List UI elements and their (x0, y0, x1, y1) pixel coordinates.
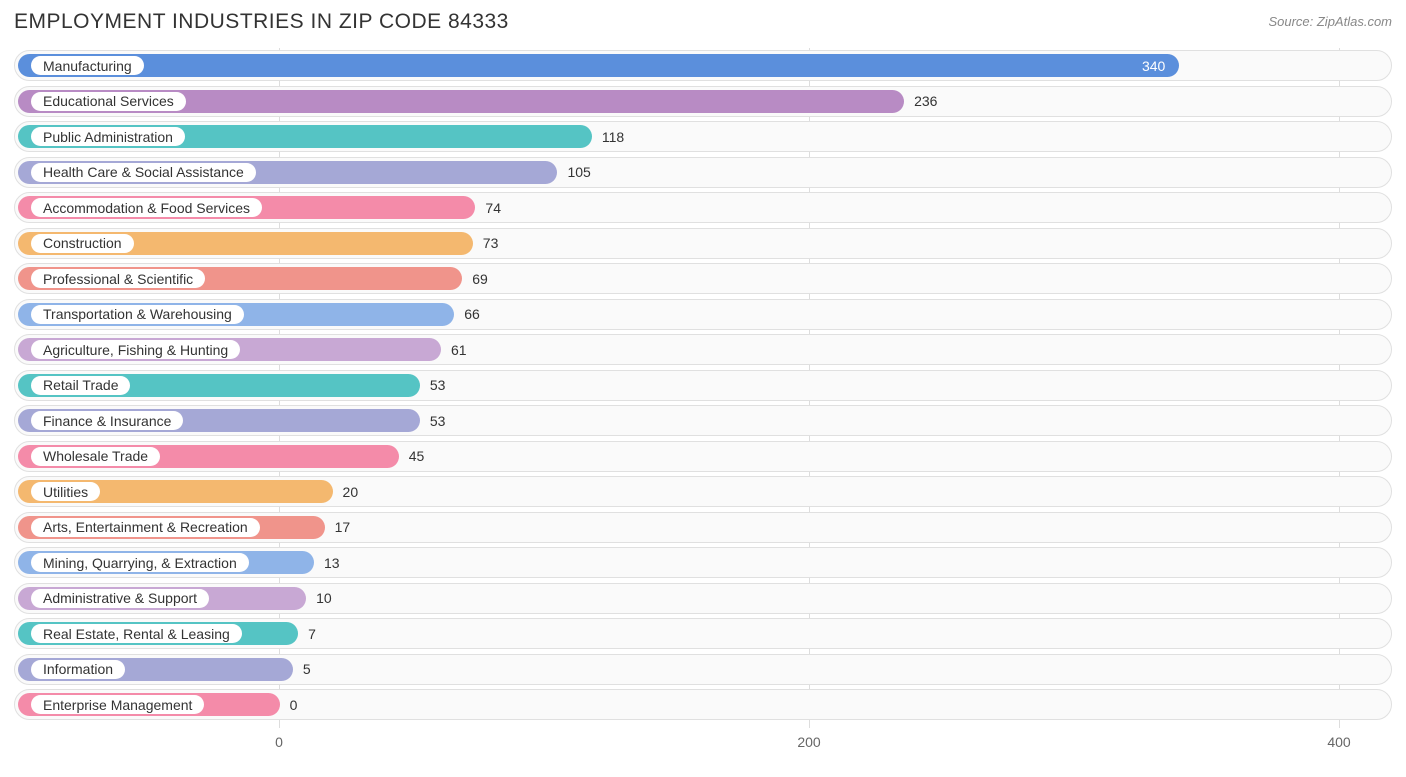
bar-value: 5 (293, 655, 311, 684)
bar-row: Real Estate, Rental & Leasing 7 (14, 618, 1392, 649)
bar-value: 118 (592, 122, 624, 151)
bar-row: Health Care & Social Assistance 105 (14, 157, 1392, 188)
bar-value: 10 (306, 584, 332, 613)
bar-label: Agriculture, Fishing & Hunting (31, 340, 240, 359)
chart-header: EMPLOYMENT INDUSTRIES IN ZIP CODE 84333 … (14, 10, 1392, 34)
bar-label: Health Care & Social Assistance (31, 163, 256, 182)
bar-label: Real Estate, Rental & Leasing (31, 624, 242, 643)
bar-row: Finance & Insurance 53 (14, 405, 1392, 436)
bar-row: Public Administration 118 (14, 121, 1392, 152)
x-tick-label: 400 (1327, 734, 1350, 750)
bar-label: Administrative & Support (31, 589, 209, 608)
bar-label: Enterprise Management (31, 695, 204, 714)
bar-label: Accommodation & Food Services (31, 198, 262, 217)
chart-title: EMPLOYMENT INDUSTRIES IN ZIP CODE 84333 (14, 10, 509, 34)
bar-label: Wholesale Trade (31, 447, 160, 466)
bar-value: 0 (280, 690, 298, 719)
bar-label: Construction (31, 234, 134, 253)
bar-value: 236 (904, 87, 937, 116)
bar-row: Administrative & Support 10 (14, 583, 1392, 614)
bar-value: 20 (333, 477, 359, 506)
bar-row: Retail Trade 53 (14, 370, 1392, 401)
bar-row: Arts, Entertainment & Recreation 17 (14, 512, 1392, 543)
bar-label: Information (31, 660, 125, 679)
bar-value: 340 (1142, 51, 1179, 80)
x-tick-label: 200 (797, 734, 820, 750)
bar-row: Manufacturing 340 (14, 50, 1392, 81)
bar-row: Wholesale Trade 45 (14, 441, 1392, 472)
bar-label: Arts, Entertainment & Recreation (31, 518, 260, 537)
bar-container: Manufacturing 340 Educational Services 236 P… (14, 48, 1392, 720)
bar-row: Accommodation & Food Services 74 (14, 192, 1392, 223)
bar-value: 53 (420, 406, 446, 435)
bar-row: Agriculture, Fishing & Hunting 61 (14, 334, 1392, 365)
bar-row: Utilities 20 (14, 476, 1392, 507)
bar-row: Enterprise Management 0 (14, 689, 1392, 720)
bar-value: 66 (454, 300, 480, 329)
x-axis: 0 200 400 (14, 728, 1392, 758)
bar-value: 74 (475, 193, 501, 222)
bar-row: Educational Services 236 (14, 86, 1392, 117)
x-tick-label: 0 (275, 734, 283, 750)
chart-source: Source: ZipAtlas.com (1268, 10, 1392, 29)
chart-area: Manufacturing 340 Educational Services 236 P… (14, 48, 1392, 758)
bar-label: Educational Services (31, 92, 186, 111)
bar-row: Professional & Scientific 69 (14, 263, 1392, 294)
bar-row: Transportation & Warehousing 66 (14, 299, 1392, 330)
bar-value: 7 (298, 619, 316, 648)
bar-row: Construction 73 (14, 228, 1392, 259)
bar-row: Information 5 (14, 654, 1392, 685)
chart-plot: Manufacturing 340 Educational Services 236 P… (14, 48, 1392, 728)
bar-value: 69 (462, 264, 488, 293)
bar-fill (18, 54, 1179, 77)
bar-label: Professional & Scientific (31, 269, 205, 288)
bar-value: 45 (399, 442, 425, 471)
bar-value: 105 (557, 158, 590, 187)
bar-label: Finance & Insurance (31, 411, 183, 430)
bar-value: 17 (325, 513, 351, 542)
bar-label: Transportation & Warehousing (31, 305, 244, 324)
bar-label: Mining, Quarrying, & Extraction (31, 553, 249, 572)
bar-label: Retail Trade (31, 376, 130, 395)
bar-row: Mining, Quarrying, & Extraction 13 (14, 547, 1392, 578)
bar-value: 61 (441, 335, 467, 364)
bar-label: Manufacturing (31, 56, 144, 75)
bar-value: 73 (473, 229, 499, 258)
bar-label: Public Administration (31, 127, 185, 146)
bar-label: Utilities (31, 482, 100, 501)
bar-value: 53 (420, 371, 446, 400)
bar-value: 13 (314, 548, 340, 577)
